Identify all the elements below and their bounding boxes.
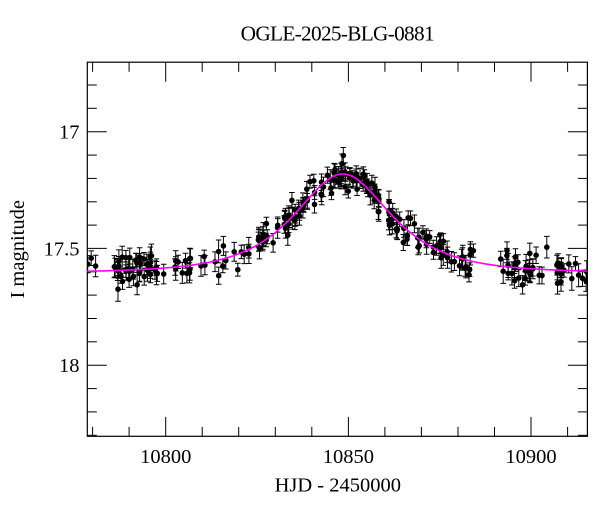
svg-text:OGLE-2025-BLG-0881: OGLE-2025-BLG-0881: [241, 22, 434, 46]
svg-text:HJD - 2450000: HJD - 2450000: [275, 474, 401, 496]
svg-text:17: 17: [59, 122, 80, 144]
svg-text:10900: 10900: [505, 446, 556, 468]
svg-text:17.5: 17.5: [44, 238, 80, 260]
svg-text:I magnitude: I magnitude: [7, 200, 29, 298]
svg-text:10850: 10850: [323, 446, 374, 468]
svg-text:18: 18: [59, 355, 80, 377]
svg-text:10800: 10800: [140, 446, 191, 468]
